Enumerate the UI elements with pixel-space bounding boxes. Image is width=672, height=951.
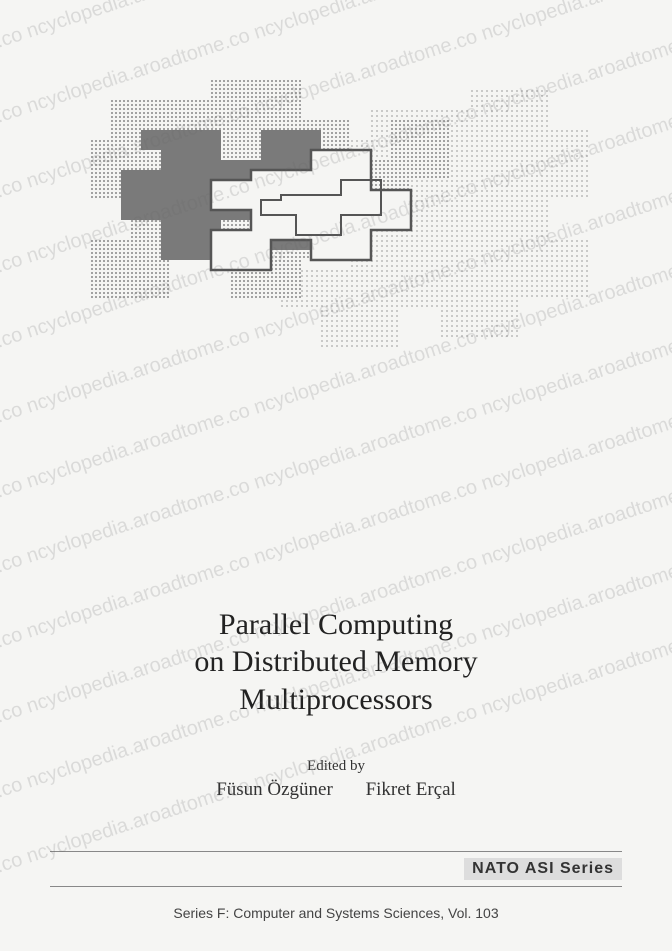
editor-2: Fikret Erçal xyxy=(366,779,456,800)
editor-names: Füsun Özgüner Fikret Erçal xyxy=(50,779,622,801)
watermark-text: ncyclopedia.aroadtome.co ncyclopedia.aro… xyxy=(0,0,672,41)
editor-1: Füsun Özgüner xyxy=(216,779,333,800)
book-cover: ncyclopedia.aroadtome.co ncyclopedia.aro… xyxy=(0,0,672,951)
nato-series-label: NATO ASI Series xyxy=(464,858,622,880)
title-line-2: on Distributed Memory xyxy=(50,643,622,681)
title-line-3: Multiprocessors xyxy=(50,681,622,719)
editors-block: Edited by Füsun Özgüner Fikret Erçal xyxy=(50,758,622,801)
edited-by-label: Edited by xyxy=(50,758,622,775)
nato-series-row: NATO ASI Series xyxy=(50,851,622,887)
puzzle-diagram-svg xyxy=(50,60,622,380)
title-block: Parallel Computing on Distributed Memory… xyxy=(50,606,622,719)
series-footer: NATO ASI Series Series F: Computer and S… xyxy=(50,851,622,921)
series-volume-line: Series F: Computer and Systems Sciences,… xyxy=(50,905,622,921)
cover-graphic xyxy=(50,60,622,380)
title-line-1: Parallel Computing xyxy=(50,606,622,644)
spacer xyxy=(50,420,622,606)
